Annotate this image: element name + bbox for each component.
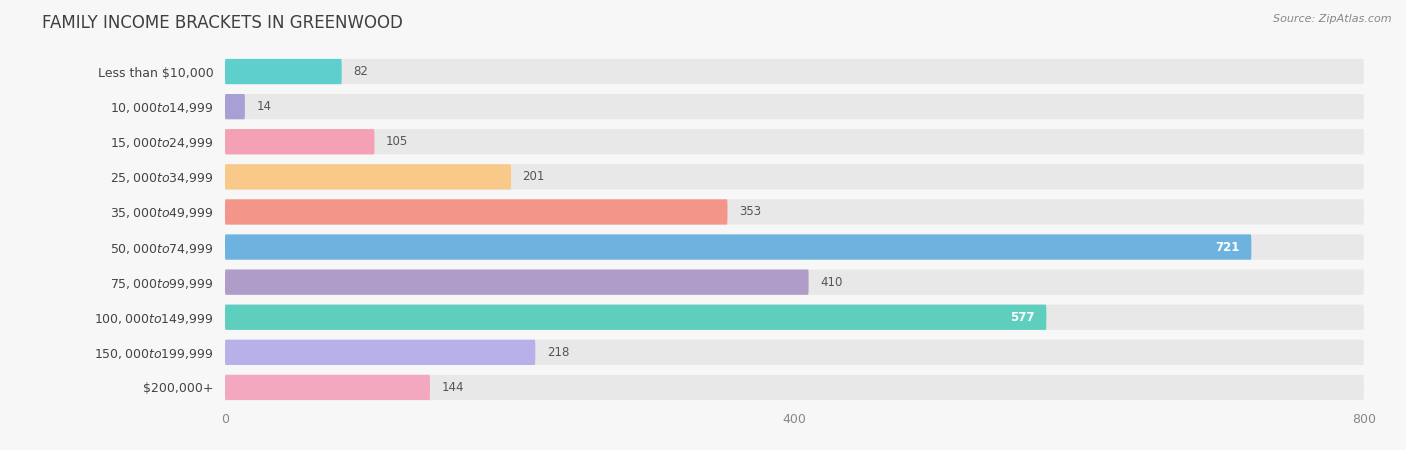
Text: 201: 201 [523,171,546,183]
Text: 721: 721 [1216,241,1240,253]
FancyBboxPatch shape [225,305,1364,330]
FancyBboxPatch shape [225,305,1046,330]
FancyBboxPatch shape [225,129,374,154]
FancyBboxPatch shape [225,199,727,225]
FancyBboxPatch shape [225,129,1364,154]
Text: 218: 218 [547,346,569,359]
FancyBboxPatch shape [225,59,342,84]
FancyBboxPatch shape [225,375,1364,400]
FancyBboxPatch shape [225,94,1364,119]
Text: FAMILY INCOME BRACKETS IN GREENWOOD: FAMILY INCOME BRACKETS IN GREENWOOD [42,14,404,32]
FancyBboxPatch shape [225,270,808,295]
Text: 82: 82 [353,65,368,78]
FancyBboxPatch shape [225,164,512,189]
FancyBboxPatch shape [225,234,1364,260]
FancyBboxPatch shape [225,199,1364,225]
Text: 105: 105 [385,135,408,148]
FancyBboxPatch shape [225,59,1364,84]
FancyBboxPatch shape [225,270,1364,295]
Text: 353: 353 [740,206,761,218]
FancyBboxPatch shape [225,234,1251,260]
Text: 577: 577 [1011,311,1035,324]
FancyBboxPatch shape [225,375,430,400]
Text: 144: 144 [441,381,464,394]
FancyBboxPatch shape [225,164,1364,189]
FancyBboxPatch shape [225,340,536,365]
Text: 14: 14 [256,100,271,113]
FancyBboxPatch shape [225,94,245,119]
Text: Source: ZipAtlas.com: Source: ZipAtlas.com [1274,14,1392,23]
FancyBboxPatch shape [225,340,1364,365]
Text: 410: 410 [820,276,842,288]
